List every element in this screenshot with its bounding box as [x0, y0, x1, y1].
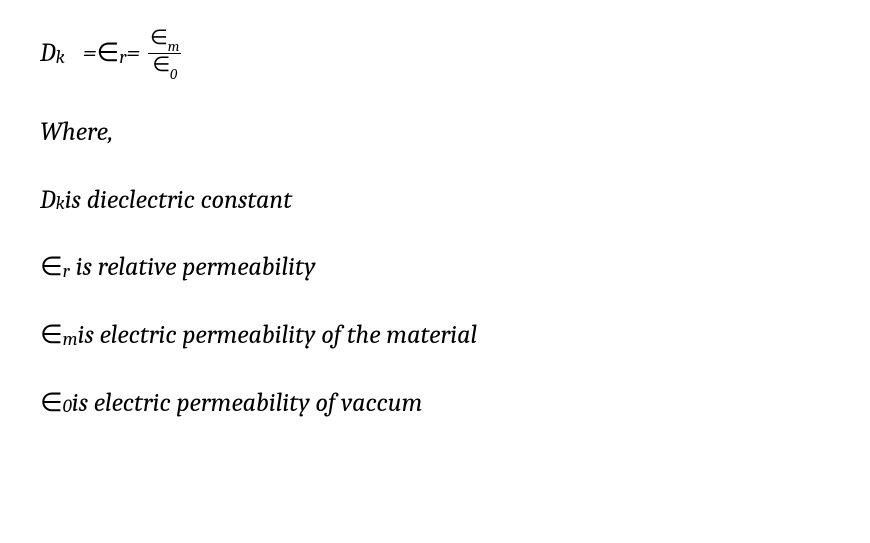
- definition-line: ∈m is electric permeability of the mater…: [40, 319, 830, 353]
- def-sub: k: [56, 191, 65, 215]
- def-sub: m: [63, 327, 78, 351]
- def-sym: D: [40, 184, 56, 218]
- def-text: is electric permeability of the material: [78, 319, 478, 353]
- sym-epsilon-m-num: ∈: [150, 27, 168, 50]
- fraction-numerator: ∈m: [146, 28, 183, 53]
- sym-D: D: [40, 37, 56, 71]
- def-sub: 0: [63, 394, 72, 418]
- def-sub: r: [63, 259, 70, 283]
- def-text: is relative permeability: [76, 251, 316, 285]
- def-sym: ∈: [40, 319, 63, 353]
- equals-1: =: [83, 37, 97, 71]
- def-sym: ∈: [40, 251, 63, 285]
- definition-line: Dk is dieclectric constant: [40, 184, 830, 218]
- definition-line: ∈0 is electric permeability of vaccum: [40, 387, 830, 421]
- formula-line: Dk = ∈r = ∈m ∈0: [40, 28, 830, 80]
- sub-r: r: [119, 45, 126, 69]
- sub-k: k: [56, 45, 65, 69]
- def-sym: ∈: [40, 387, 63, 421]
- sub-m-num: m: [168, 38, 180, 55]
- sub-0-den: 0: [170, 66, 177, 83]
- def-text: is dieclectric constant: [65, 184, 292, 218]
- definition-line: ∈r is relative permeability: [40, 251, 830, 285]
- equals-2: =: [126, 37, 140, 71]
- def-text: is electric permeability of vaccum: [72, 387, 423, 421]
- sym-epsilon-r: ∈: [97, 37, 120, 71]
- fraction: ∈m ∈0: [146, 28, 183, 80]
- sym-epsilon-0-den: ∈: [152, 54, 170, 77]
- fraction-denominator: ∈0: [148, 53, 181, 79]
- where-label: Where,: [40, 116, 830, 150]
